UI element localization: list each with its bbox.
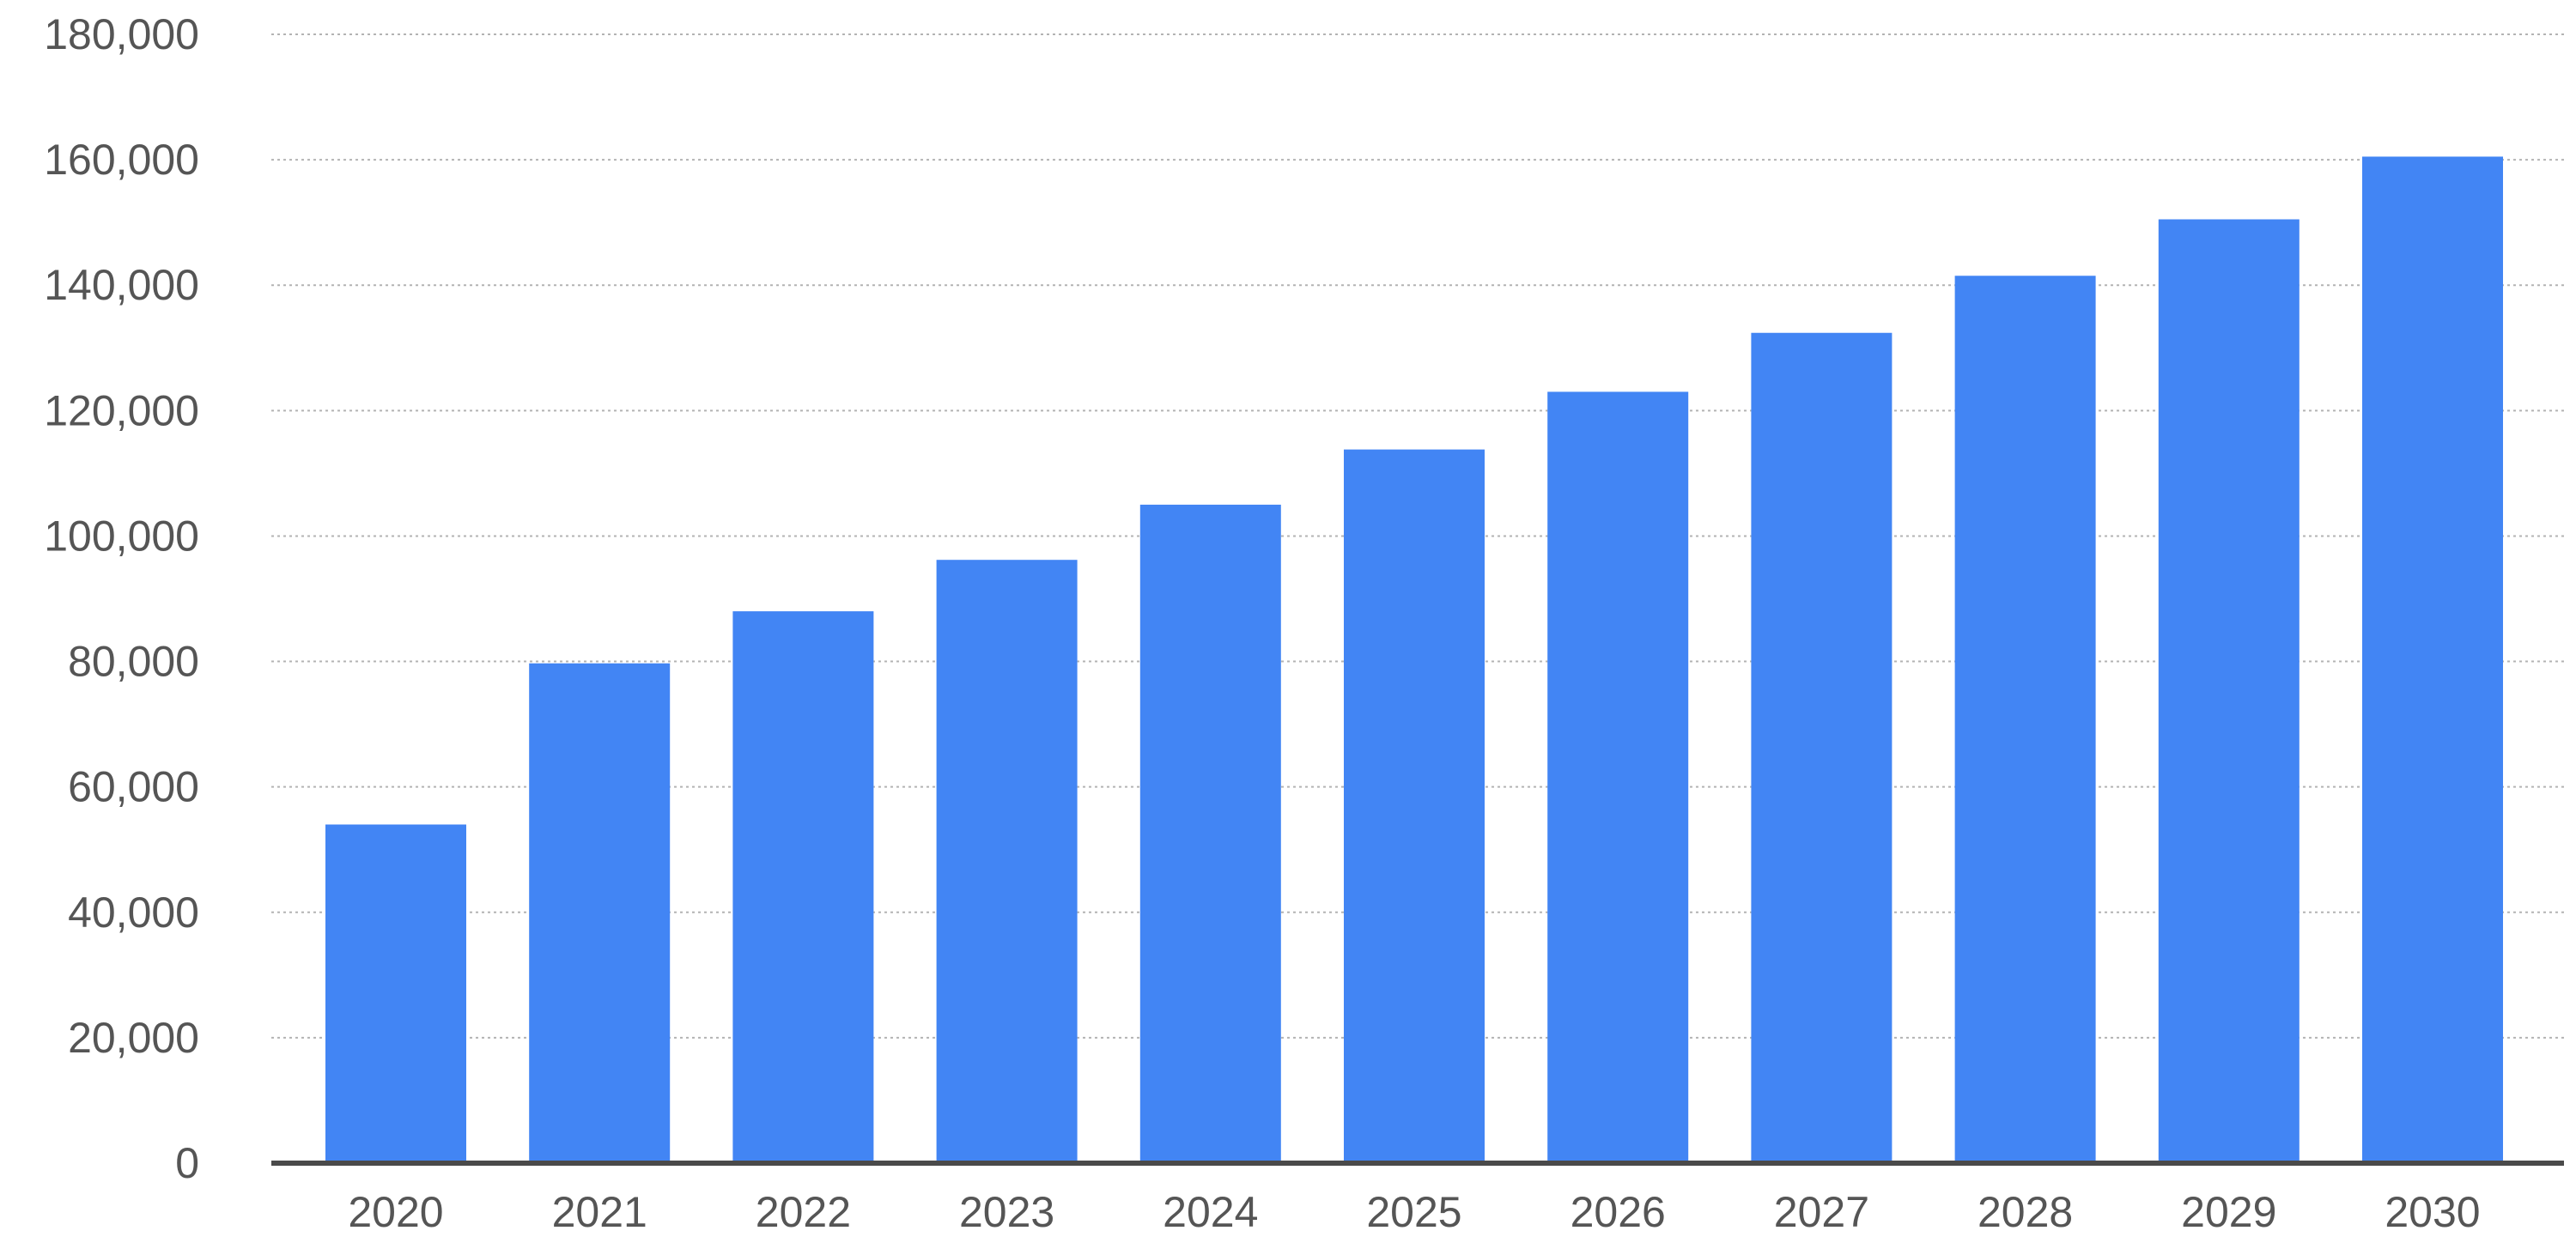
bar-2022 — [732, 611, 874, 1163]
y-tick-label: 140,000 — [44, 261, 199, 309]
bar-2020 — [325, 824, 466, 1163]
bar-2030 — [2362, 156, 2503, 1163]
y-tick-label: 20,000 — [68, 1014, 199, 1062]
x-tick-label: 2020 — [348, 1188, 443, 1236]
bar-2024 — [1139, 504, 1281, 1163]
x-tick-label: 2030 — [2385, 1188, 2480, 1236]
y-axis-tick-labels: 0 20,000 40,000 60,000 80,000 100,000 120,000 1… — [44, 10, 199, 1187]
x-tick-label: 2023 — [959, 1188, 1054, 1236]
y-tick-label: 100,000 — [44, 512, 199, 560]
x-axis-tick-labels: 2020 2021 2022 2023 2024 2025 2026 2027 2028 2029… — [348, 1188, 2480, 1236]
y-tick-label: 180,000 — [44, 10, 199, 58]
y-tick-label: 40,000 — [68, 888, 199, 937]
x-tick-label: 2028 — [1978, 1188, 2073, 1236]
y-tick-label: 0 — [175, 1139, 199, 1187]
x-tick-label: 2026 — [1571, 1188, 1666, 1236]
x-tick-label: 2027 — [1774, 1188, 1869, 1236]
y-tick-label: 160,000 — [44, 136, 199, 184]
y-tick-label: 120,000 — [44, 386, 199, 434]
x-tick-label: 2022 — [756, 1188, 851, 1236]
bar-2029 — [2158, 219, 2300, 1163]
x-tick-label: 2025 — [1366, 1188, 1461, 1236]
bar-2025 — [1344, 449, 1485, 1163]
bar-2021 — [529, 663, 671, 1163]
y-tick-label: 80,000 — [68, 638, 199, 686]
bar-2028 — [1954, 276, 2096, 1163]
x-tick-label: 2024 — [1163, 1188, 1258, 1236]
bar-2026 — [1547, 391, 1689, 1164]
y-tick-label: 60,000 — [68, 763, 199, 811]
x-tick-label: 2029 — [2181, 1188, 2276, 1236]
bar-2027 — [1751, 332, 1893, 1163]
x-tick-label: 2021 — [552, 1188, 647, 1236]
bar-2023 — [936, 560, 1078, 1163]
bars — [325, 156, 2503, 1164]
